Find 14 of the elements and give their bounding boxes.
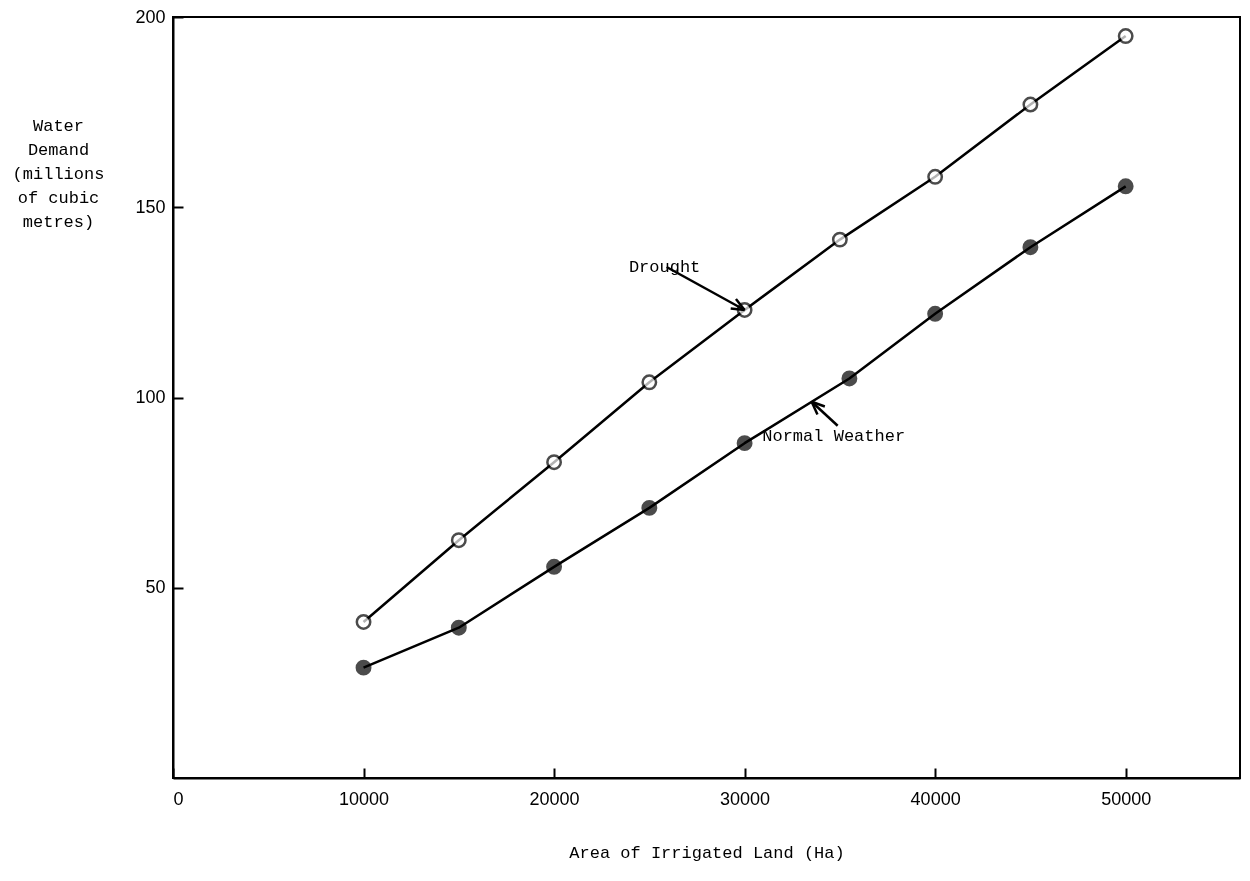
- x-tick-label: 10000: [339, 788, 390, 809]
- y-tick-label: 50: [145, 577, 166, 598]
- x-tick-label: 30000: [720, 788, 771, 809]
- x-tick-label: 40000: [910, 788, 961, 809]
- y-tick-label: 150: [135, 196, 166, 217]
- x-tick-label: 20000: [529, 788, 580, 809]
- legend-label: Normal Weather: [762, 426, 906, 446]
- y-tick-label: 200: [135, 6, 166, 27]
- x-tick-label: 0: [173, 788, 184, 809]
- x-tick-label: 50000: [1101, 788, 1152, 809]
- x-axis-title: Area of Irrigated Land (Ha): [569, 843, 845, 863]
- text: Drought: [628, 257, 701, 277]
- y-axis-title: Water Demand (millions of cubic metres): [12, 116, 105, 232]
- y-tick-label: 100: [135, 387, 166, 407]
